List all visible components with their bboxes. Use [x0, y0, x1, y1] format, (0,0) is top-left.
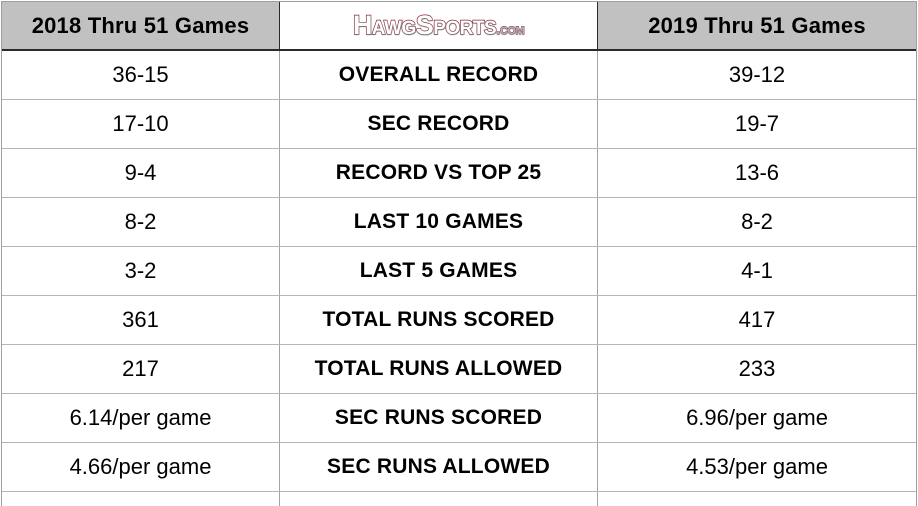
- header-logo-cell: HawgSports.com: [280, 2, 598, 49]
- value-2018-cell: 9-4: [2, 149, 280, 197]
- value-2018-cell: 8-2: [2, 198, 280, 246]
- hawgsports-logo: HawgSports.com: [352, 10, 525, 40]
- table-row: 9-4 RECORD VS TOP 25 13-6: [2, 149, 916, 198]
- partial-row: [2, 492, 916, 506]
- header-2018: 2018 Thru 51 Games: [2, 2, 280, 49]
- value-2018-cell: 17-10: [2, 100, 280, 148]
- value-2019-cell: 8-2: [741, 209, 773, 234]
- value-2019-cell: 6.96/per game: [686, 405, 828, 430]
- stat-label-cell: SEC RUNS SCORED: [280, 394, 598, 442]
- logo-wordmark: HawgSports: [352, 10, 497, 40]
- stat-label-cell: TOTAL RUNS ALLOWED: [280, 345, 598, 393]
- value-2018-cell: 217: [2, 345, 280, 393]
- stat-label-cell: LAST 10 GAMES: [280, 198, 598, 246]
- value-2018-cell: 3-2: [2, 247, 280, 295]
- stat-label-cell: OVERALL RECORD: [280, 51, 598, 99]
- stat-label-cell: SEC RUNS ALLOWED: [280, 443, 598, 491]
- stat-label-cell: LAST 5 GAMES: [280, 247, 598, 295]
- empty-cell: [280, 492, 598, 506]
- value-2019-cell: 4-1: [741, 258, 773, 283]
- value-2018-cell: 6.14/per game: [2, 394, 280, 442]
- value-2019-cell: 39-12: [728, 62, 786, 87]
- table-row: 36-15 OVERALL RECORD 39-12: [2, 51, 916, 100]
- value-2018-cell: 361: [2, 296, 280, 344]
- table-row: 3-2 LAST 5 GAMES 4-1: [2, 247, 916, 296]
- value-2018-cell: 36-15: [2, 51, 280, 99]
- table-row: 361 TOTAL RUNS SCORED 417: [2, 296, 916, 345]
- table-row: 217 TOTAL RUNS ALLOWED 233: [2, 345, 916, 394]
- header-2019: 2019 Thru 51 Games: [598, 2, 916, 49]
- table-row: 4.66/per game SEC RUNS ALLOWED 4.53/per ga…: [2, 443, 916, 492]
- value-2019-cell: 417: [738, 307, 776, 332]
- stat-label-cell: TOTAL RUNS SCORED: [280, 296, 598, 344]
- empty-cell: [2, 492, 280, 506]
- table-body: 36-15 OVERALL RECORD 39-12 17-10 SEC RECORD 1…: [2, 51, 916, 492]
- empty-cell: [598, 492, 916, 506]
- value-2018-cell: 4.66/per game: [2, 443, 280, 491]
- table-header-row: 2018 Thru 51 Games HawgSports.com 2019 T…: [2, 2, 916, 51]
- table-row: 17-10 SEC RECORD 19-7: [2, 100, 916, 149]
- value-2019-cell: 4.53/per game: [686, 454, 828, 479]
- stat-label-cell: RECORD VS TOP 25: [280, 149, 598, 197]
- value-2019-cell: 19-7: [734, 111, 780, 136]
- value-2019-cell: 13-6: [734, 160, 780, 185]
- value-2019-cell: 233: [738, 356, 776, 381]
- stat-label-cell: SEC RECORD: [280, 100, 598, 148]
- table-row: 6.14/per game SEC RUNS SCORED 6.96/per gam…: [2, 394, 916, 443]
- table-row: 8-2 LAST 10 GAMES 8-2: [2, 198, 916, 247]
- logo-domain-suffix: .com: [496, 21, 525, 38]
